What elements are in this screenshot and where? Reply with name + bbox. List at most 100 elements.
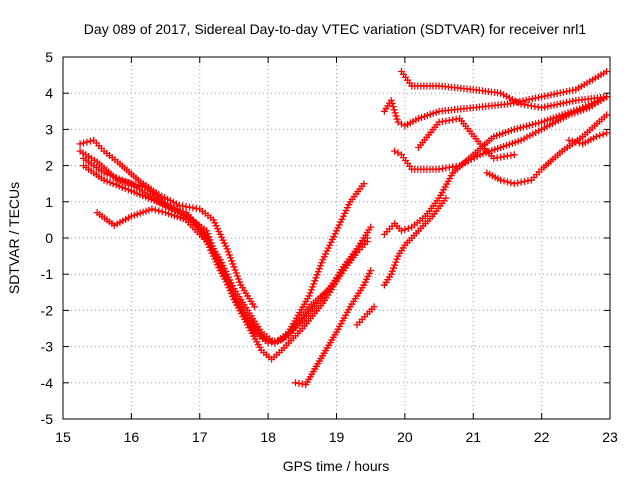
series-arc-13 <box>415 115 518 162</box>
data-point <box>532 120 540 128</box>
data-point <box>592 133 600 141</box>
data-point <box>227 254 235 262</box>
data-point <box>389 103 397 111</box>
x-tick-label: 19 <box>329 429 345 445</box>
data-point <box>597 96 605 104</box>
series-arc-2 <box>80 154 375 363</box>
data-point <box>318 259 326 267</box>
data-point <box>109 172 117 180</box>
data-point <box>148 205 156 213</box>
y-tick-label: 5 <box>45 49 53 65</box>
data-point <box>585 101 593 109</box>
x-tick-label: 17 <box>192 429 208 445</box>
data-point <box>522 96 530 104</box>
data-point <box>575 139 583 147</box>
y-tick-label: -2 <box>41 302 54 318</box>
data-point <box>363 234 371 242</box>
y-tick-label: 1 <box>45 194 53 210</box>
data-point <box>569 86 577 94</box>
series-arc-6 <box>291 267 375 389</box>
data-point <box>393 115 401 123</box>
data-point <box>100 176 108 184</box>
data-point <box>503 100 511 108</box>
data-point <box>76 140 84 148</box>
data-point <box>507 99 515 107</box>
data-point <box>112 181 120 189</box>
y-tick-label: -4 <box>41 375 54 391</box>
x-axis-label: GPS time / hours <box>283 458 390 474</box>
data-point <box>306 289 314 297</box>
series-arc-12 <box>380 194 450 289</box>
data-point <box>250 303 258 311</box>
data-point <box>559 88 567 96</box>
data-point <box>591 98 599 106</box>
data-point <box>312 274 320 282</box>
data-point <box>390 106 398 114</box>
data-point <box>553 100 561 108</box>
data-point <box>305 292 313 300</box>
data-point <box>360 180 368 188</box>
data-point <box>151 206 159 214</box>
data-point <box>314 268 322 276</box>
data-point <box>124 178 132 186</box>
data-point <box>124 186 132 194</box>
data-point <box>391 261 399 269</box>
data-point <box>387 96 395 104</box>
data-point <box>397 227 405 235</box>
data-point <box>603 67 611 75</box>
data-point <box>599 130 607 138</box>
data-point <box>232 269 240 277</box>
data-point <box>311 277 319 285</box>
data-point <box>556 100 564 108</box>
x-tick-label: 18 <box>260 429 276 445</box>
data-point <box>307 286 315 294</box>
data-point <box>121 177 129 185</box>
data-point <box>115 175 123 183</box>
data-point <box>100 169 108 177</box>
data-point <box>310 280 318 288</box>
data-point <box>535 119 543 127</box>
data-point <box>582 102 590 110</box>
data-point <box>229 260 237 268</box>
y-tick-label: 4 <box>45 85 53 101</box>
data-point <box>442 194 450 202</box>
data-point <box>603 93 611 101</box>
data-point <box>393 255 401 263</box>
data-point <box>600 94 608 102</box>
x-tick-label: 22 <box>534 429 550 445</box>
data-point <box>565 136 573 144</box>
data-point <box>522 122 530 130</box>
y-tick-label: -1 <box>41 266 54 282</box>
data-point <box>528 95 536 103</box>
data-point <box>103 170 111 178</box>
data-point <box>516 124 524 132</box>
data-point <box>106 178 114 186</box>
data-series <box>76 67 611 389</box>
data-point <box>517 178 525 186</box>
data-point <box>233 272 241 280</box>
series-arc-5 <box>93 205 371 347</box>
data-point <box>579 104 587 112</box>
data-point <box>313 271 321 279</box>
grid <box>63 57 610 419</box>
data-point <box>315 265 323 273</box>
series-arc-10 <box>391 93 611 173</box>
data-point <box>389 264 397 272</box>
data-point <box>236 278 244 286</box>
y-tick-label: -3 <box>41 339 54 355</box>
data-point <box>553 90 561 98</box>
data-point <box>109 180 117 188</box>
data-point <box>569 97 577 105</box>
data-point <box>547 91 555 99</box>
data-point <box>497 176 505 184</box>
y-axis-label: SDTVAR / TECUs <box>6 182 22 294</box>
data-point <box>525 121 533 129</box>
data-point <box>228 257 236 265</box>
data-point <box>556 89 564 97</box>
data-point <box>317 262 325 270</box>
data-point <box>538 93 546 101</box>
data-point <box>603 111 611 119</box>
data-point <box>391 109 399 117</box>
data-point <box>118 183 126 191</box>
data-point <box>83 138 91 146</box>
